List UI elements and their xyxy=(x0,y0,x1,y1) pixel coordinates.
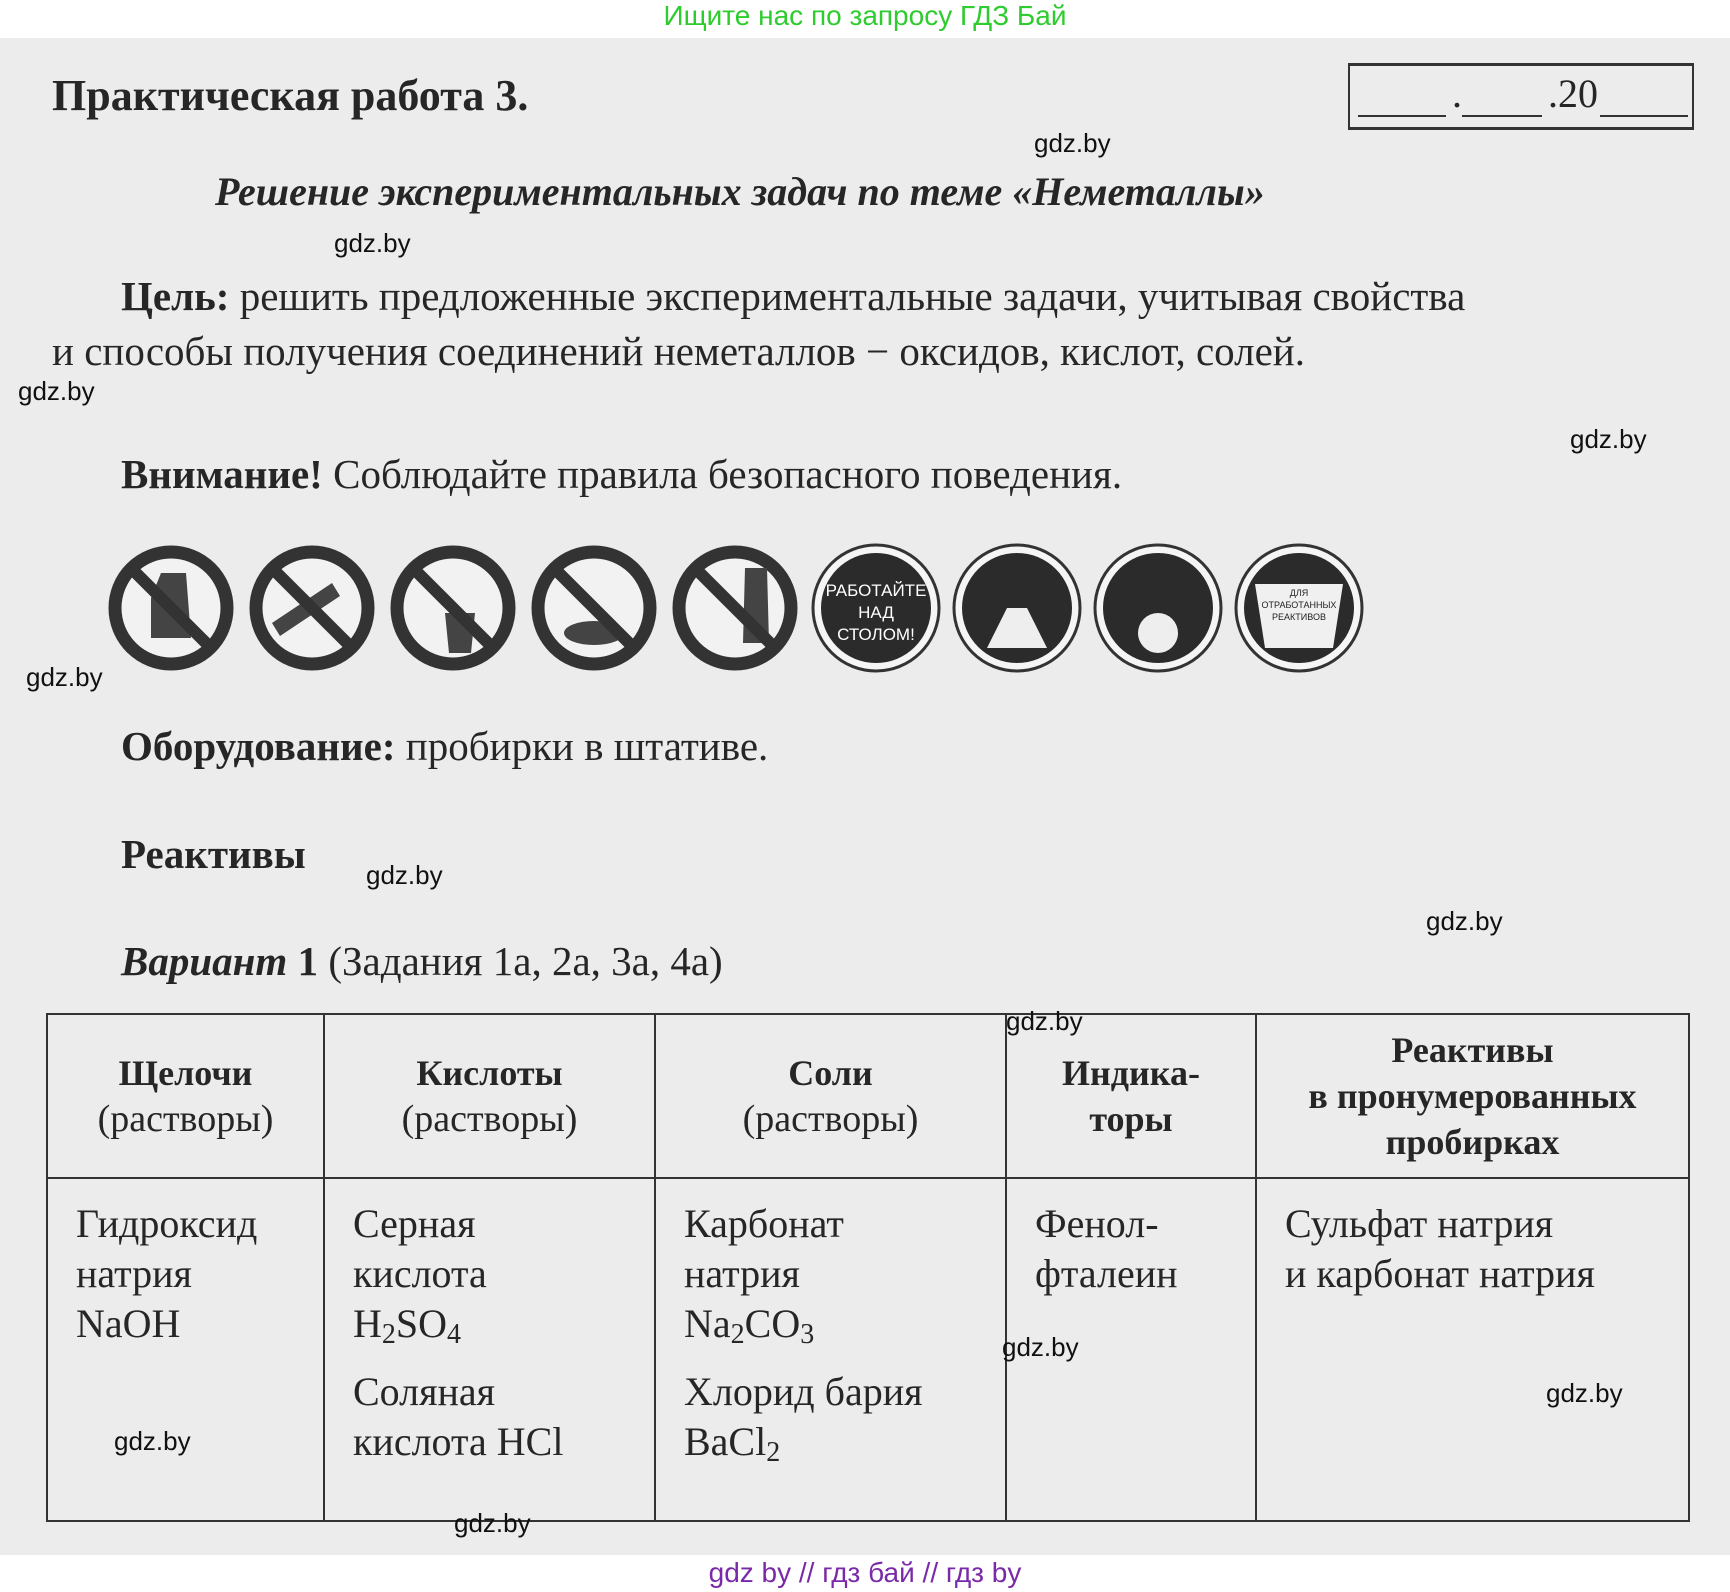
header-acids: Кислоты (растворы) xyxy=(323,1013,656,1179)
waste-container-icon: ДЛЯ ОТРАБОТАННЫХ РЕАКТИВОВ xyxy=(1234,543,1364,673)
watermark: gdz.by xyxy=(1002,1332,1079,1362)
subtitle: Решение экспериментальных задач по теме … xyxy=(215,169,1265,214)
watermark: gdz.by xyxy=(114,1426,191,1456)
cell-indicator: Фенол-фталеин xyxy=(1005,1177,1257,1522)
watermark: gdz.by xyxy=(1006,1006,1083,1036)
reagents-heading: Реактивы xyxy=(121,831,306,877)
header-alkali: Щелочи (растворы) xyxy=(46,1013,325,1179)
icon-label: ОТРАБОТАННЫХ xyxy=(1262,600,1337,610)
reagents-table: Щелочи (растворы) Кислоты (растворы) Соли(… xyxy=(46,1013,1690,1522)
cell-salts: Карбонат натрия Na2CO3 Хлорид бария BaCl2 xyxy=(654,1177,1007,1522)
no-spill-icon xyxy=(249,545,375,671)
header-tubes: Реактивы в пронумерованных пробирках xyxy=(1255,1013,1690,1179)
watermark: gdz.by xyxy=(1426,906,1503,936)
page-title: Практическая работа 3. xyxy=(52,71,529,120)
safety-icons: РАБОТАЙТЕ НАД СТОЛОМ! ДЛЯ ОТРАБОТАННЫХ РЕАКТИ… xyxy=(108,543,1364,673)
watermark: gdz.by xyxy=(1570,424,1647,454)
wash-hands-icon xyxy=(952,543,1082,673)
cell-acids: Серная кислота H2SO4 Соляная кислота HCl xyxy=(323,1177,656,1522)
no-touch-icon xyxy=(108,545,234,671)
work-over-table-icon: РАБОТАЙТЕ НАД СТОЛОМ! xyxy=(811,543,941,673)
date-box: . .20 xyxy=(1348,63,1694,130)
no-pour-sink-icon xyxy=(531,545,657,671)
goal-line-2: и способы получения соединений неметалло… xyxy=(52,328,1305,374)
icon-label: РАБОТАЙТЕ xyxy=(826,581,927,600)
watermark: gdz.by xyxy=(334,228,411,258)
equipment: Оборудование: пробирки в штативе. xyxy=(121,723,769,769)
watermark: gdz.by xyxy=(366,860,443,890)
watermark: gdz.by xyxy=(18,376,95,406)
variant-heading: Вариант 1 (Задания 1а, 2а, 3а, 4а) xyxy=(121,938,723,984)
goal-line-1: Цель: решить предложенные эксперименталь… xyxy=(121,273,1466,319)
watermark: gdz.by xyxy=(26,662,103,692)
no-unlabeled-bottle-icon xyxy=(672,545,798,671)
icon-label: РЕАКТИВОВ xyxy=(1272,612,1326,622)
date-year: .20 xyxy=(1548,71,1598,116)
no-pour-drinking-glass-icon xyxy=(390,545,516,671)
watermark: gdz.by xyxy=(1546,1378,1623,1408)
icon-label: СТОЛОМ! xyxy=(837,625,915,644)
header-salts: Соли (растворы) xyxy=(654,1013,1007,1179)
cell-tubes: Сульфат натрия и карбонат натрия xyxy=(1255,1177,1690,1522)
warning: Внимание! Соблюдайте правила безопасного… xyxy=(121,451,1123,497)
banner-search-hint: Ищите нас по запросу ГДЗ Бай xyxy=(663,0,1067,31)
header-indicators: Индика-торы xyxy=(1005,1013,1257,1179)
watermark: gdz.by xyxy=(1034,128,1111,158)
watermark: gdz.by xyxy=(454,1508,531,1538)
wash-flask-icon xyxy=(1093,543,1223,673)
cell-alkali: Гидроксид натрия NaOH xyxy=(46,1177,325,1522)
icon-label: ДЛЯ xyxy=(1290,588,1309,598)
icon-label: НАД xyxy=(858,603,894,622)
footer-links[interactable]: gdz by // гдз бай // гдз by xyxy=(708,1557,1022,1588)
